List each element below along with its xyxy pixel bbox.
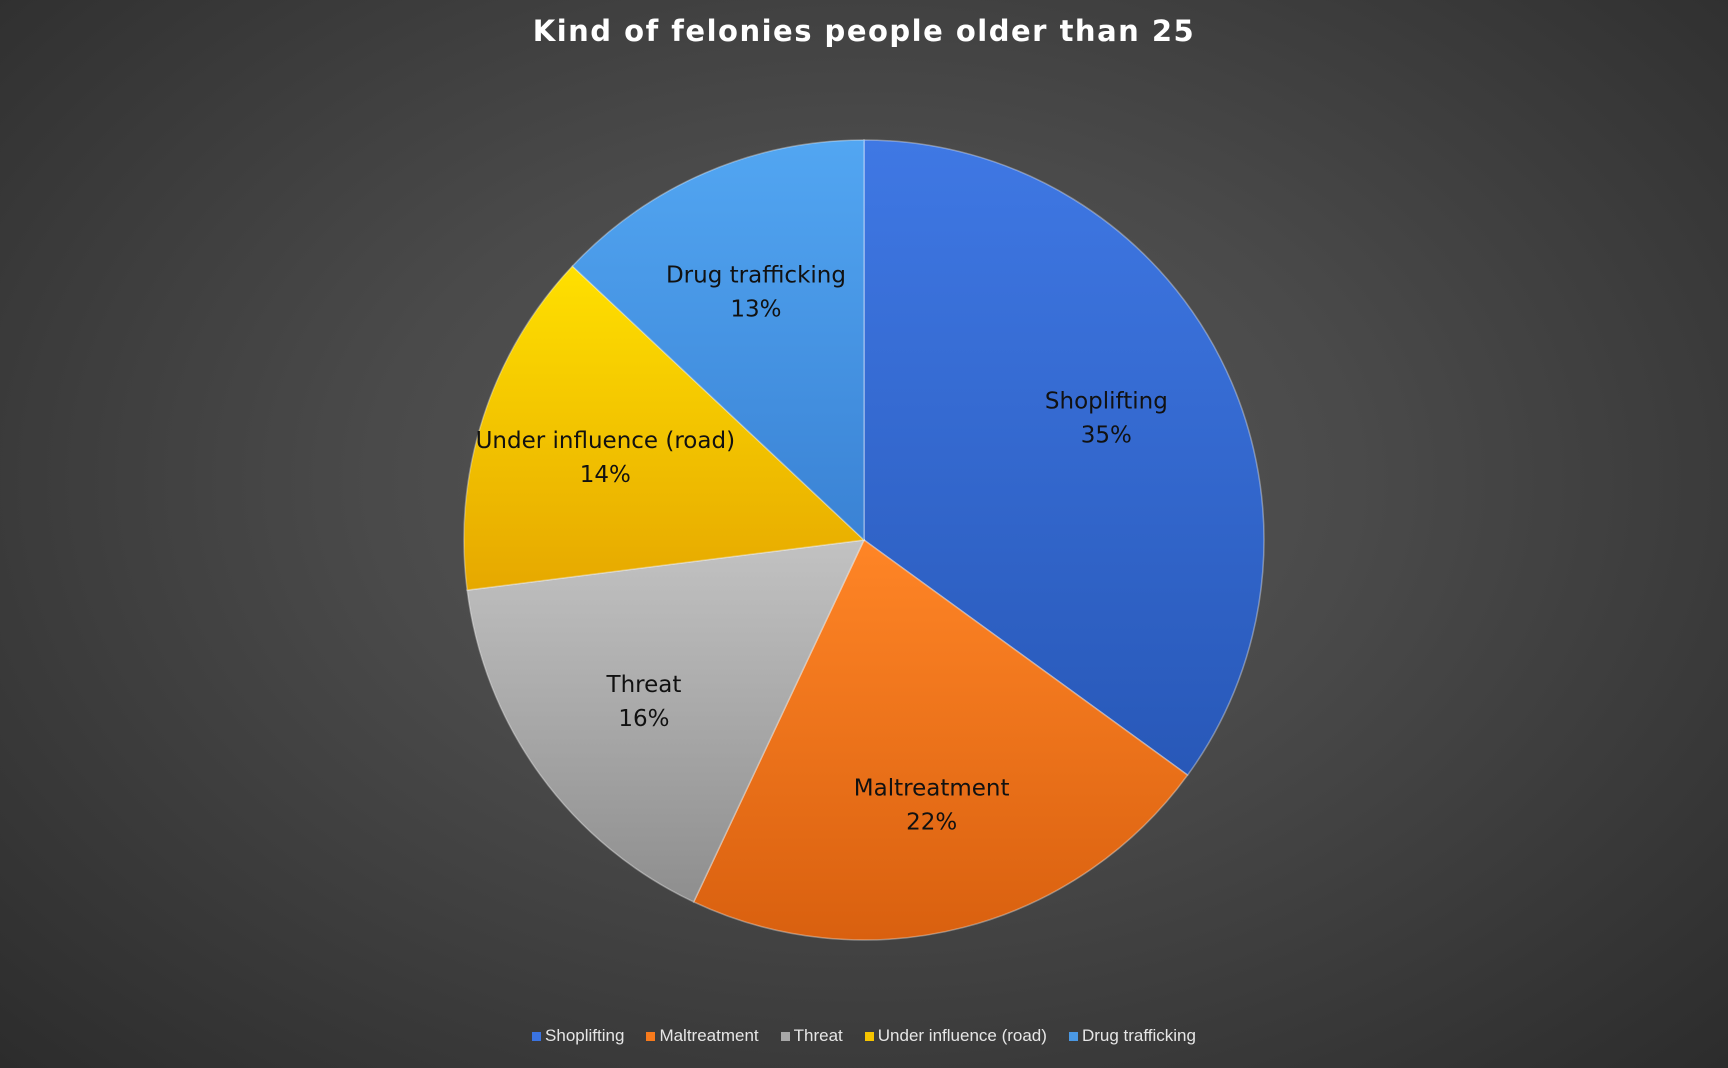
- pie-slices: [463, 139, 1265, 941]
- pie-slice-threat: [466, 539, 866, 903]
- slice-value-shoplifting: 35%: [1081, 423, 1132, 449]
- slice-label-drug-trafficking: Drug trafficking: [666, 262, 846, 288]
- legend-label: Under influence (road): [877, 1026, 1047, 1045]
- slice-value-maltreatment: 22%: [906, 809, 957, 835]
- slice-value-drug-trafficking: 13%: [730, 296, 781, 322]
- legend-swatch-icon: [532, 1031, 542, 1041]
- legend-label: Shoplifting: [545, 1026, 625, 1045]
- pie-labels: Shoplifting 35% Maltreatment 22% Threat 16% Un…: [476, 262, 1168, 835]
- pie-slice-drug-trafficking: [571, 139, 865, 542]
- legend-label: Maltreatment: [659, 1026, 759, 1045]
- legend-item-maltreatment: Maltreatment: [646, 1026, 759, 1046]
- legend-swatch-icon: [646, 1031, 656, 1041]
- chart-title: Kind of felonies people older than 25: [532, 14, 1196, 48]
- legend-item-shoplifting: Shoplifting: [532, 1026, 624, 1046]
- legend-label: Drug trafficking: [1081, 1026, 1196, 1045]
- pie-slice-shoplifting: [863, 139, 1265, 777]
- slice-label-under-influence-road: Under influence (road): [476, 428, 735, 454]
- legend-item-under-influence-road: Under influence (road): [864, 1026, 1047, 1046]
- legend-item-threat: Threat: [780, 1026, 843, 1046]
- legend-swatch-icon: [780, 1031, 790, 1041]
- slice-value-under-influence-road: 14%: [580, 462, 631, 488]
- pie-slice-maltreatment: [692, 538, 1189, 941]
- legend-item-drug-trafficking: Drug trafficking: [1068, 1026, 1196, 1046]
- slice-value-threat: 16%: [618, 706, 669, 732]
- legend-swatch-icon: [864, 1031, 874, 1041]
- slice-label-threat: Threat: [606, 672, 682, 698]
- legend-label: Threat: [793, 1026, 843, 1045]
- legend: Shoplifting Maltreatment Threat Under influ…: [0, 1026, 1728, 1046]
- slice-label-shoplifting: Shoplifting: [1045, 389, 1168, 415]
- legend-swatch-icon: [1068, 1031, 1078, 1041]
- slice-label-maltreatment: Maltreatment: [854, 775, 1010, 801]
- pie-slice-under-influence-road: [463, 265, 866, 591]
